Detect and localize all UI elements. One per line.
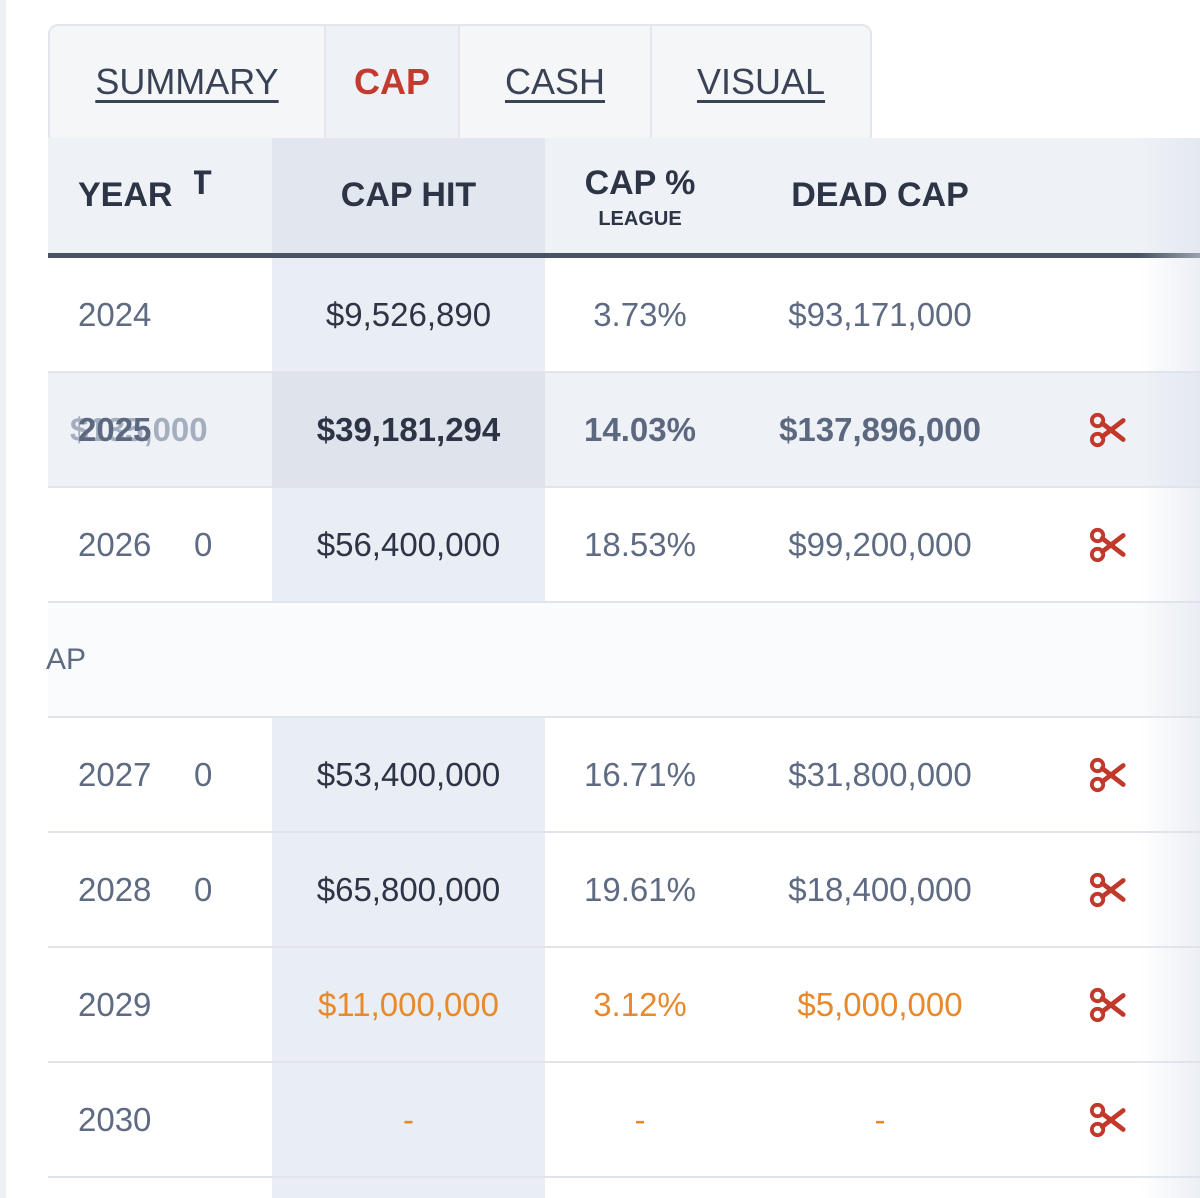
row-partial-value: 0 <box>194 755 213 793</box>
row-cap-hit: $11,000,000 <box>317 985 500 1023</box>
row-year: 2029 <box>78 985 152 1023</box>
row-dead-cap: $99,200,000 <box>788 525 972 563</box>
cap-hit-header-shade <box>272 138 545 253</box>
row-cap-hit: $56,400,000 <box>316 525 501 563</box>
row-cap-pct: - <box>634 1100 646 1138</box>
row-dead-cap: $5,000,000 <box>797 985 963 1023</box>
row-cap-pct: 3.12% <box>593 985 687 1023</box>
row-year: 2026 <box>78 525 152 563</box>
table-row-2027: 2027 0 $53,400,000 16.71% $31,800,000 <box>48 718 1200 833</box>
row-scrolled-ghost: $135,000 <box>70 410 208 448</box>
row-cap-pct: 3.73% <box>593 295 687 333</box>
col-header-partial: JT <box>194 164 212 202</box>
row-dead-cap: $18,400,000 <box>788 870 972 908</box>
table-row-2028: 2028 0 $65,800,000 19.61% $18,400,000 <box>48 833 1200 948</box>
row-cap-hit: $53,400,000 <box>316 755 501 793</box>
row-cap-hit: $39,181,294 <box>316 410 501 448</box>
row-cap-pct: 14.03% <box>584 410 696 448</box>
col-header-cap-hit[interactable]: CAP HIT <box>340 176 477 214</box>
row-cap-hit: $65,800,000 <box>316 870 501 908</box>
table-row-2029: 2029 $11,000,000 3.12% $5,000,000 <box>48 948 1200 1063</box>
row-cap-pct: 16.71% <box>584 755 696 793</box>
cap-table: YEAR JT CAP HIT CAP % LEAGUE DEAD CAP 20… <box>46 138 1200 1198</box>
row-year: 2025 <box>78 410 152 448</box>
table-row-2026: 2026 0 $56,400,000 18.53% $99,200,000 <box>48 488 1200 603</box>
row-dead-cap: $93,171,000 <box>788 295 972 333</box>
row-year: 2027 <box>78 755 152 793</box>
scissors-icon <box>1089 872 1126 907</box>
scissors-icon <box>1089 527 1126 562</box>
section-separator: AP <box>46 603 1200 718</box>
cut-button[interactable] <box>1088 488 1128 601</box>
tab-cash[interactable]: CASH <box>460 26 652 138</box>
scissors-icon <box>1089 987 1126 1022</box>
row-partial-value: 0 <box>194 525 213 563</box>
col-header-dead-cap[interactable]: DEAD CAP <box>791 176 969 214</box>
row-year: 2030 <box>78 1100 152 1138</box>
row-partial-value: 0 <box>194 870 213 908</box>
row-cap-pct: 19.61% <box>584 870 696 908</box>
separator-label: AP <box>46 642 87 676</box>
scissors-icon <box>1089 1102 1126 1137</box>
row-dead-cap: - <box>874 1100 886 1138</box>
row-year-overlap: $135,000 2025 <box>70 373 208 486</box>
row-year: 2024 <box>78 295 152 333</box>
tab-bar: SUMMARY CAP CASH VISUAL <box>48 24 872 138</box>
cut-button[interactable] <box>1088 718 1128 831</box>
cut-button[interactable] <box>1088 1063 1128 1176</box>
tab-visual[interactable]: VISUAL <box>696 61 826 102</box>
cut-button[interactable] <box>1088 833 1128 946</box>
row-dead-cap: $31,800,000 <box>788 755 972 793</box>
tab-cap[interactable]: CAP <box>326 26 460 138</box>
page-edge <box>0 0 6 1198</box>
table-row-2024: 2024 $9,526,890 3.73% $93,171,000 <box>48 258 1200 373</box>
table-row-2025: $135,000 2025 $39,181,294 14.03% $137,89… <box>48 373 1200 488</box>
col-header-cap-pct[interactable]: CAP % <box>584 164 696 202</box>
table-row-2030: 2030 - - - <box>48 1063 1200 1178</box>
row-cap-hit: - <box>403 1100 414 1138</box>
cap-hit-row-shade <box>272 373 545 486</box>
row-cap-hit: $9,526,890 <box>325 295 492 333</box>
scissors-icon <box>1089 412 1126 447</box>
scissors-icon <box>1089 757 1126 792</box>
row-cap-pct: 18.53% <box>584 525 696 563</box>
cut-button[interactable] <box>1088 948 1128 1061</box>
row-year: 2028 <box>78 870 152 908</box>
cut-button[interactable] <box>1088 373 1128 486</box>
col-header-year[interactable]: YEAR <box>78 176 173 214</box>
col-header-league-sub: LEAGUE <box>598 208 682 230</box>
row-dead-cap: $137,896,000 <box>779 410 981 448</box>
table-header: YEAR JT CAP HIT CAP % LEAGUE DEAD CAP <box>48 138 1200 258</box>
tab-summary[interactable]: SUMMARY <box>50 26 326 138</box>
